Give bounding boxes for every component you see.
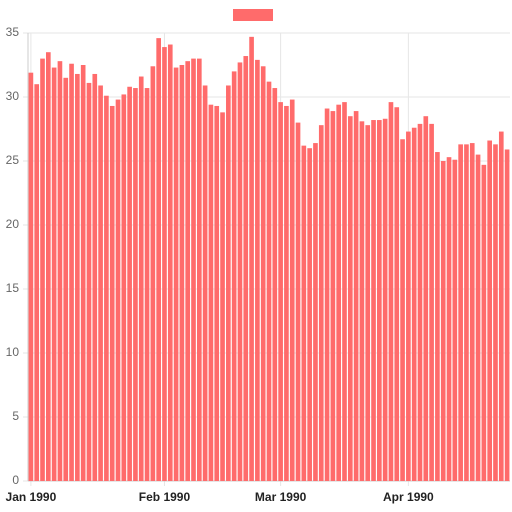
bar	[249, 36, 254, 482]
bar	[191, 58, 196, 481]
bar	[208, 104, 214, 482]
bar	[429, 123, 434, 481]
bar	[359, 121, 365, 481]
bar	[423, 116, 429, 481]
bar	[342, 102, 347, 482]
bar	[127, 86, 132, 481]
bar	[150, 66, 156, 481]
bar	[301, 145, 307, 481]
bar	[284, 105, 289, 482]
bar	[51, 67, 57, 481]
bar	[179, 65, 185, 481]
y-tick-label: 35	[6, 25, 20, 39]
bar	[464, 144, 469, 482]
bar	[435, 152, 440, 482]
x-tick-label: Apr 1990	[383, 490, 434, 504]
bar	[498, 131, 504, 481]
x-tick-label: Jan 1990	[6, 490, 57, 504]
bar	[86, 82, 92, 482]
bar	[162, 47, 167, 481]
bar	[196, 58, 202, 481]
bar	[324, 108, 330, 482]
bar	[243, 56, 249, 481]
bar	[80, 65, 86, 481]
bar	[75, 73, 80, 482]
bar	[313, 143, 318, 481]
bar	[493, 144, 498, 482]
bar	[388, 102, 394, 482]
bar	[469, 143, 475, 481]
bar	[411, 127, 417, 481]
bar	[377, 120, 382, 481]
bar	[347, 116, 353, 481]
bar	[69, 63, 74, 481]
bar	[34, 84, 40, 481]
bar	[144, 88, 150, 481]
bar	[481, 164, 487, 481]
legend-swatch	[233, 9, 273, 21]
y-tick-label: 20	[6, 217, 20, 231]
x-tick-label: Mar 1990	[255, 490, 307, 504]
bar	[46, 52, 51, 481]
bar	[98, 85, 103, 481]
bar	[336, 104, 342, 482]
y-tick-label: 15	[6, 281, 20, 295]
bar	[400, 139, 405, 482]
bar	[104, 95, 109, 481]
bar	[417, 123, 423, 481]
y-tick-label: 25	[6, 153, 20, 167]
bar	[353, 111, 359, 481]
bar	[272, 88, 278, 481]
bar	[295, 122, 301, 481]
bar	[487, 140, 492, 481]
bar	[57, 61, 63, 481]
bar	[138, 76, 144, 482]
bar	[371, 120, 376, 481]
bar	[63, 77, 69, 482]
bar	[266, 81, 272, 481]
bar	[260, 66, 266, 481]
bar	[394, 107, 400, 482]
bar	[504, 149, 510, 482]
bar	[115, 99, 121, 481]
bar	[289, 99, 295, 481]
bar	[121, 94, 127, 481]
bar	[440, 161, 446, 481]
bar	[214, 105, 220, 482]
bar	[237, 62, 243, 481]
bar	[365, 125, 371, 481]
bar	[382, 118, 388, 481]
bar	[231, 71, 237, 482]
bar	[458, 144, 463, 482]
bar	[133, 88, 138, 481]
bar	[226, 85, 231, 481]
bar	[156, 38, 161, 482]
bar	[220, 112, 225, 482]
bar	[185, 61, 191, 481]
bar	[255, 59, 260, 481]
bar	[167, 44, 173, 482]
bar	[307, 148, 312, 481]
bar	[406, 131, 411, 481]
bar	[452, 159, 458, 481]
y-tick-label: 10	[6, 345, 20, 359]
bar	[109, 105, 115, 482]
bar	[446, 157, 452, 481]
x-tick-label: Feb 1990	[139, 490, 191, 504]
y-tick-label: 0	[12, 473, 19, 487]
y-tick-label: 5	[12, 409, 19, 423]
bar	[475, 154, 481, 481]
y-tick-label: 30	[6, 89, 20, 103]
bar	[92, 73, 98, 482]
bar	[28, 72, 34, 482]
bar	[173, 67, 179, 481]
bar	[318, 125, 324, 481]
bar	[202, 85, 208, 481]
bar	[40, 58, 45, 481]
bar	[330, 111, 336, 481]
bar	[278, 102, 283, 482]
